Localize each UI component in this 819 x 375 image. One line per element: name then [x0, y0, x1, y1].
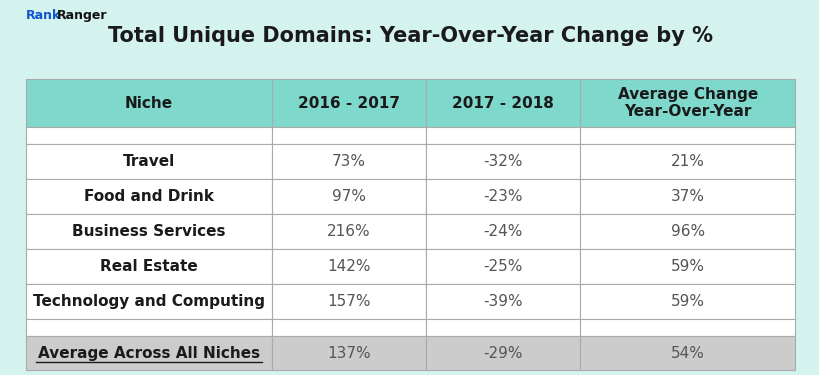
Text: 2017 - 2018: 2017 - 2018 [451, 96, 554, 111]
Bar [579, 79, 794, 128]
Text: 216%: 216% [327, 224, 370, 239]
Bar [272, 284, 426, 319]
Bar [272, 336, 426, 370]
Text: 2016 - 2017: 2016 - 2017 [298, 96, 400, 111]
Text: 37%: 37% [670, 189, 704, 204]
Bar [579, 214, 794, 249]
Text: Total Unique Domains: Year-Over-Year Change by %: Total Unique Domains: Year-Over-Year Cha… [108, 26, 713, 46]
Bar [26, 214, 272, 249]
Text: 142%: 142% [327, 259, 370, 274]
Bar [426, 284, 579, 319]
Bar [26, 179, 272, 214]
Text: -25%: -25% [482, 259, 522, 274]
Bar [26, 284, 272, 319]
Bar [579, 319, 794, 336]
Bar [272, 249, 426, 284]
Text: 73%: 73% [332, 154, 365, 170]
Text: Real Estate: Real Estate [100, 259, 197, 274]
Text: Niche: Niche [124, 96, 173, 111]
Bar [426, 144, 579, 179]
Bar [426, 179, 579, 214]
Bar [272, 128, 426, 144]
Text: -24%: -24% [482, 224, 522, 239]
Bar [272, 144, 426, 179]
Text: Travel: Travel [123, 154, 175, 170]
Text: 137%: 137% [327, 346, 370, 360]
Bar [26, 144, 272, 179]
Text: 96%: 96% [670, 224, 704, 239]
Bar [26, 336, 272, 370]
Text: Food and Drink: Food and Drink [84, 189, 214, 204]
Text: 54%: 54% [670, 346, 704, 360]
Bar [579, 249, 794, 284]
Bar [579, 144, 794, 179]
Bar [26, 319, 272, 336]
Bar [26, 128, 272, 144]
Bar [426, 319, 579, 336]
Text: Ranger: Ranger [57, 9, 107, 22]
Bar [272, 179, 426, 214]
Text: Technology and Computing: Technology and Computing [33, 294, 265, 309]
Text: Rank: Rank [26, 9, 61, 22]
Text: 97%: 97% [332, 189, 365, 204]
Text: 59%: 59% [670, 259, 704, 274]
Text: -32%: -32% [482, 154, 523, 170]
Text: Average Across All Niches: Average Across All Niches [38, 346, 260, 360]
Text: 21%: 21% [670, 154, 704, 170]
Bar [579, 128, 794, 144]
Bar [426, 214, 579, 249]
Bar [426, 249, 579, 284]
Bar [579, 336, 794, 370]
Text: -39%: -39% [482, 294, 523, 309]
Bar [579, 284, 794, 319]
Bar [272, 319, 426, 336]
Bar [426, 336, 579, 370]
Text: 157%: 157% [327, 294, 370, 309]
Bar [579, 179, 794, 214]
Bar [26, 249, 272, 284]
Bar [26, 79, 272, 128]
Bar [426, 79, 579, 128]
Bar [272, 79, 426, 128]
Text: Business Services: Business Services [72, 224, 225, 239]
Text: -23%: -23% [482, 189, 523, 204]
Bar [272, 214, 426, 249]
Text: -29%: -29% [482, 346, 523, 360]
Bar [426, 128, 579, 144]
Text: Average Change
Year-Over-Year: Average Change Year-Over-Year [617, 87, 757, 119]
Text: 59%: 59% [670, 294, 704, 309]
